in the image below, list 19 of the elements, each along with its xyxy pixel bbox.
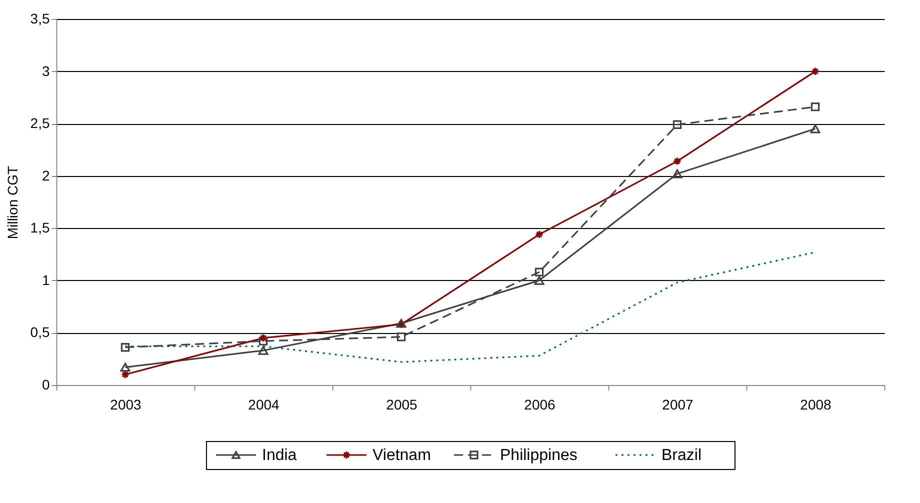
legend-label: Philippines — [500, 447, 578, 464]
x-tick-label: 2005 — [386, 396, 418, 412]
y-tick-label: 0,5 — [30, 324, 50, 340]
x-tick-label: 2007 — [662, 396, 694, 412]
legend-label: Brazil — [662, 447, 702, 464]
legend-label: India — [262, 447, 297, 464]
y-tick-label: 3 — [42, 62, 50, 79]
y-tick-label: 1 — [42, 272, 50, 288]
x-tick-label: 2004 — [248, 396, 280, 412]
y-tick-label: 2,5 — [30, 115, 50, 132]
x-tick-label: 2006 — [524, 396, 556, 412]
y-axis-title: Million CGT — [4, 165, 20, 240]
x-tick-label: 2008 — [800, 396, 832, 412]
y-tick-label: 0 — [42, 376, 50, 392]
x-tick-label: 2003 — [110, 396, 142, 412]
legend-label: Vietnam — [372, 447, 431, 464]
y-tick-label: 2 — [42, 167, 50, 184]
y-tick-label: 1,5 — [30, 220, 50, 236]
y-tick-label: 3,5 — [30, 10, 50, 26]
